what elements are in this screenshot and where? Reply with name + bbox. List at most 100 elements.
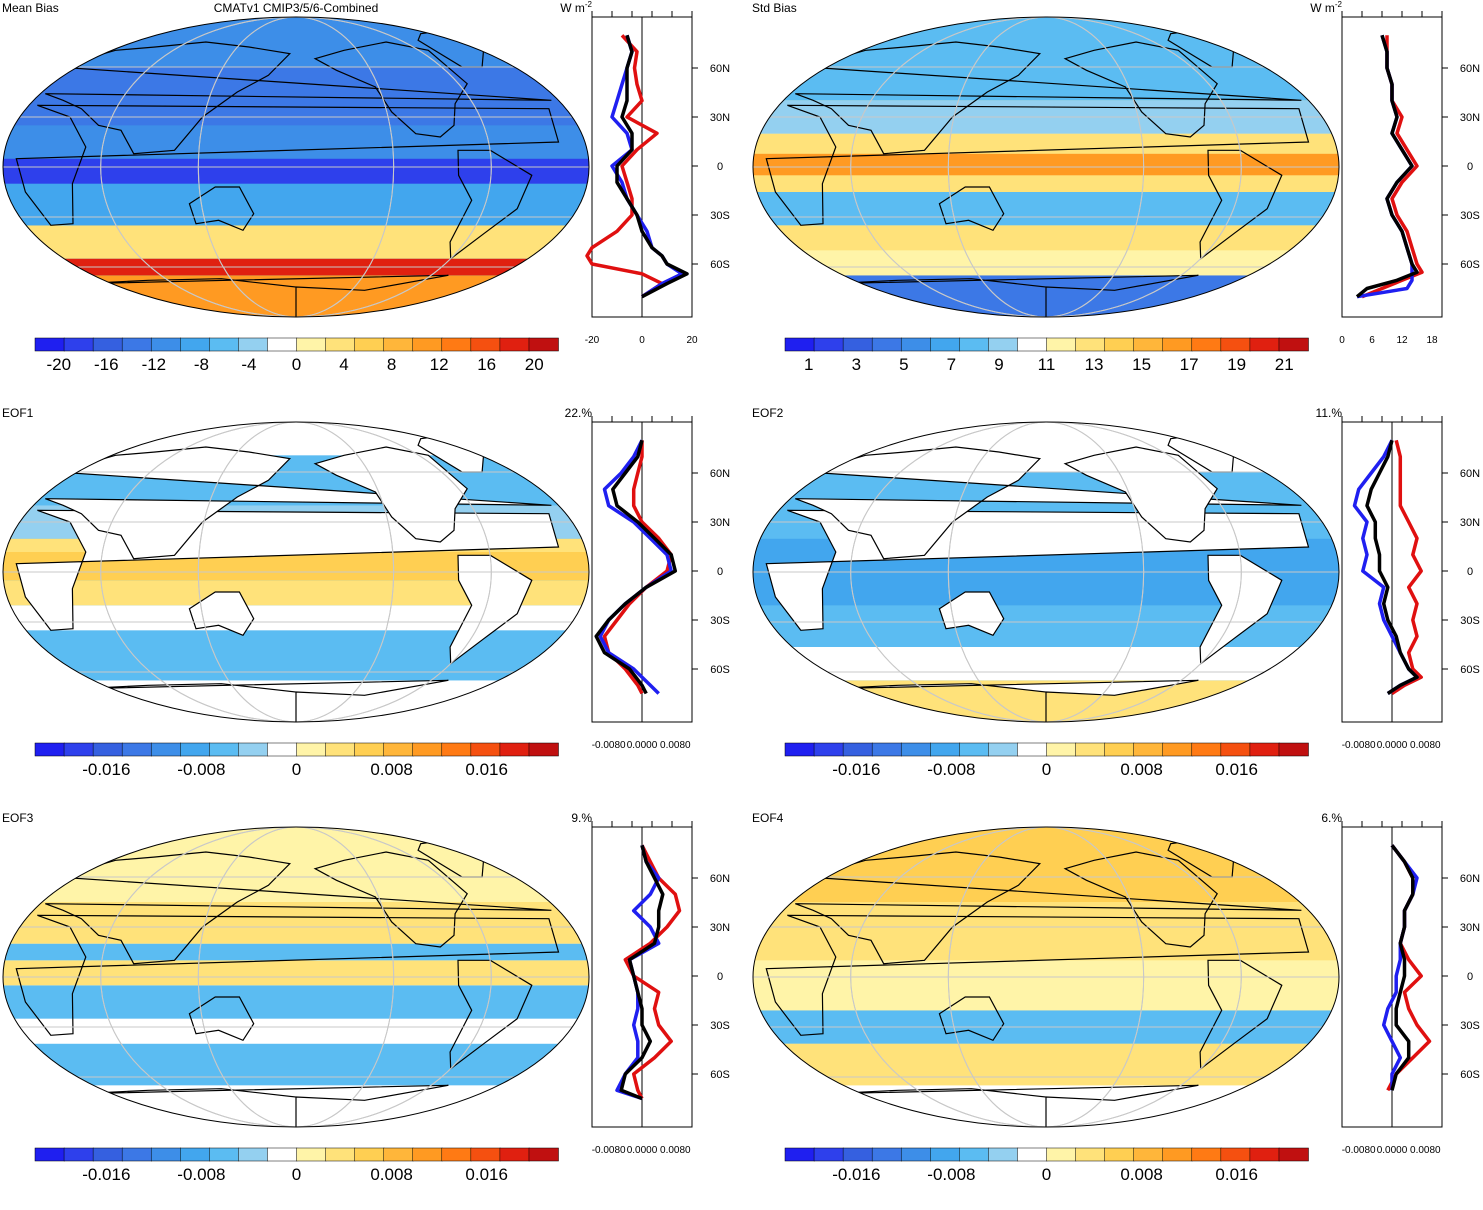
colorbar: 1 3 5 7 9 11 13 15 17 19 21 bbox=[784, 337, 1309, 374]
lat-tick-label: 60S bbox=[710, 259, 730, 271]
colorbar-swatch bbox=[1278, 1147, 1309, 1162]
colorbar-tick-label: -0.016 bbox=[832, 760, 880, 779]
colorbar-tick-label: 0 bbox=[292, 1165, 301, 1184]
colorbar-swatch bbox=[1104, 742, 1135, 757]
coastline-north-america bbox=[1063, 446, 1218, 543]
lat-tick-label: 60S bbox=[1460, 664, 1480, 676]
variance-percent: 6.% bbox=[1321, 811, 1342, 825]
colorbar-swatch bbox=[1046, 742, 1077, 757]
colorbar-tick-label: 5 bbox=[899, 355, 908, 374]
coastline-australia bbox=[188, 996, 255, 1042]
map-border bbox=[2, 16, 590, 318]
colorbar-tick-label: 0.008 bbox=[370, 760, 413, 779]
lat-tick-label: 0 bbox=[1467, 971, 1473, 983]
colorbar-swatch bbox=[383, 742, 414, 757]
colorbar-swatch bbox=[1162, 1147, 1193, 1162]
coastline-australia bbox=[938, 186, 1005, 232]
graticule-lon bbox=[850, 422, 1242, 722]
colorbar-swatch bbox=[1162, 337, 1193, 352]
colorbar-swatch bbox=[930, 742, 961, 757]
graticule-lon bbox=[850, 827, 1242, 1127]
panel-label: EOF4 bbox=[752, 811, 784, 825]
field-band bbox=[3, 1043, 589, 1086]
field-band bbox=[753, 902, 1339, 961]
colorbar-swatch bbox=[92, 742, 123, 757]
map-field bbox=[753, 17, 1339, 317]
colorbar-swatch bbox=[63, 1147, 94, 1162]
colorbar-swatch bbox=[412, 742, 443, 757]
colorbar-tick-label: 11 bbox=[1038, 355, 1056, 374]
colorbar-swatch bbox=[784, 742, 815, 757]
colorbar-swatch bbox=[1133, 337, 1164, 352]
lat-tick-label: 60S bbox=[1460, 1069, 1480, 1081]
colorbar-swatch bbox=[296, 742, 327, 757]
coastline-north-america bbox=[313, 41, 468, 138]
colorbar: -0.016 -0.008 0 0.008 0.016 bbox=[784, 742, 1309, 779]
coastline-eurasia bbox=[45, 41, 552, 155]
colorbar-tick-label: 3 bbox=[852, 355, 861, 374]
colorbar-swatch bbox=[470, 742, 501, 757]
lat-tick-label: 0 bbox=[1467, 566, 1473, 578]
colorbar-swatch bbox=[959, 1147, 990, 1162]
colorbar-tick-label: -16 bbox=[94, 355, 119, 374]
coastline-north-america bbox=[1063, 41, 1218, 138]
coastline-south-america bbox=[1199, 149, 1283, 260]
map-border bbox=[2, 826, 590, 1128]
colorbar-swatch bbox=[842, 337, 873, 352]
coastline-africa bbox=[15, 914, 560, 1036]
graticule-lon bbox=[197, 827, 395, 1127]
map-field bbox=[3, 422, 589, 722]
lat-tick-label: 60N bbox=[710, 873, 730, 885]
graticule-lon bbox=[947, 422, 1145, 722]
map-field bbox=[753, 827, 1339, 1127]
colorbar-tick-label: 4 bbox=[339, 355, 348, 374]
lat-tick-label: 30N bbox=[1460, 517, 1480, 529]
units-superscript: -2 bbox=[585, 0, 593, 9]
zonal-profile: 60N 30N 0 30S 60S 0 6 12 18 bbox=[1339, 11, 1480, 346]
coastline-antarctica bbox=[829, 274, 1199, 317]
panel-std_bias: Std Bias W m-21 3 5 7 9 11 13 15 17 19 2160N30N030S… bbox=[752, 0, 1480, 374]
field-band bbox=[3, 225, 589, 259]
colorbar-tick-label: 19 bbox=[1227, 355, 1246, 374]
zonal-x-tick-label: 0.0080 bbox=[1410, 1145, 1441, 1156]
lat-tick-label: 30N bbox=[1460, 112, 1480, 124]
panel-eof1: EOF1 22.%-0.016 -0.008 0 0.008 0.01660N30N030… bbox=[2, 406, 730, 779]
colorbar-swatch bbox=[784, 1147, 815, 1162]
field-band bbox=[753, 647, 1339, 681]
colorbar-swatch bbox=[150, 337, 182, 352]
lat-tick-label: 0 bbox=[717, 161, 723, 173]
colorbar-swatch bbox=[1191, 742, 1222, 757]
zonal-x-tick-label: 0 bbox=[1339, 335, 1345, 346]
colorbar-tick-label: 20 bbox=[525, 355, 544, 374]
zonal-series-2 bbox=[619, 844, 665, 1101]
colorbar-swatch bbox=[1220, 1147, 1251, 1162]
field-band bbox=[3, 1018, 589, 1044]
map-border bbox=[752, 421, 1340, 723]
colorbar-swatch bbox=[1191, 337, 1222, 352]
coastline-south-america bbox=[449, 554, 533, 665]
colorbar-swatch bbox=[1133, 742, 1164, 757]
field-band bbox=[3, 17, 589, 67]
coastline-eurasia bbox=[45, 446, 552, 560]
colorbar-swatch bbox=[121, 337, 152, 352]
colorbar: -20 -16 -12 -8 -4 0 4 8 12 16 20 bbox=[34, 337, 559, 374]
colorbar-swatch bbox=[900, 742, 932, 757]
field-band bbox=[753, 153, 1339, 176]
colorbar-tick-label: -4 bbox=[241, 355, 256, 374]
zonal-x-tick-label: 0 bbox=[639, 335, 645, 346]
colorbar-swatch bbox=[1075, 742, 1106, 757]
colorbar-swatch bbox=[988, 1147, 1019, 1162]
map-field bbox=[753, 422, 1339, 722]
coastline-antarctica bbox=[79, 1084, 449, 1127]
panel-eof2: EOF2 11.%-0.016 -0.008 0 0.008 0.01660N30N030… bbox=[752, 406, 1480, 779]
lat-tick-label: 0 bbox=[717, 971, 723, 983]
colorbar: -0.016 -0.008 0 0.008 0.016 bbox=[784, 1147, 1309, 1184]
colorbar-swatch bbox=[871, 1147, 902, 1162]
zonal-x-tick-label: 12 bbox=[1396, 335, 1408, 346]
colorbar-swatch bbox=[1017, 742, 1048, 757]
panel-label: Mean Bias bbox=[2, 1, 59, 15]
colorbar-tick-label: -0.008 bbox=[927, 760, 975, 779]
graticule-lon bbox=[197, 17, 395, 317]
zonal-series-1 bbox=[1356, 34, 1414, 299]
colorbar-swatch bbox=[412, 1147, 443, 1162]
